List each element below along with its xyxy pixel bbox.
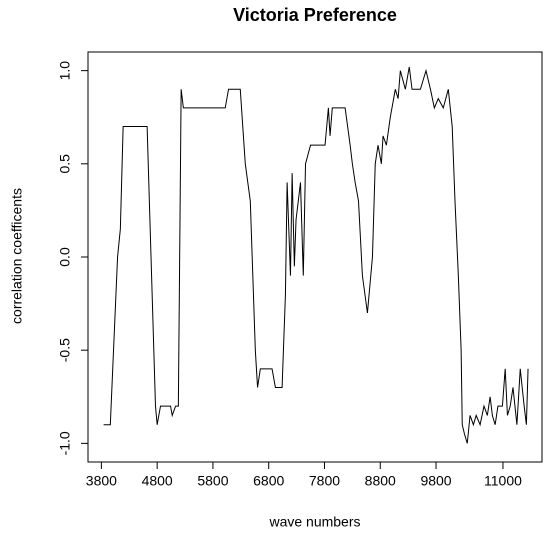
chart-title: Victoria Preference (233, 5, 397, 25)
x-tick-label: 5800 (197, 473, 228, 489)
y-tick-label: 1.0 (57, 61, 73, 81)
x-tick-label: 6800 (253, 473, 284, 489)
x-axis-label: wave numbers (268, 514, 360, 530)
x-tick-label: 9800 (420, 473, 451, 489)
x-tick-label: 8800 (365, 473, 396, 489)
y-tick-label: 0.0 (57, 247, 73, 267)
x-tick-label: 7800 (309, 473, 340, 489)
y-axis-label: correlation coefficents (9, 188, 25, 324)
y-tick-label: -0.5 (57, 338, 73, 362)
plot-box (87, 51, 543, 463)
x-tick-label: 11000 (484, 473, 522, 489)
y-tick-label: 0.5 (57, 154, 73, 174)
data-line (103, 66, 529, 444)
y-tick-label: -1.0 (57, 431, 73, 455)
x-tick-label: 4800 (142, 473, 173, 489)
x-tick-label: 3800 (86, 473, 117, 489)
